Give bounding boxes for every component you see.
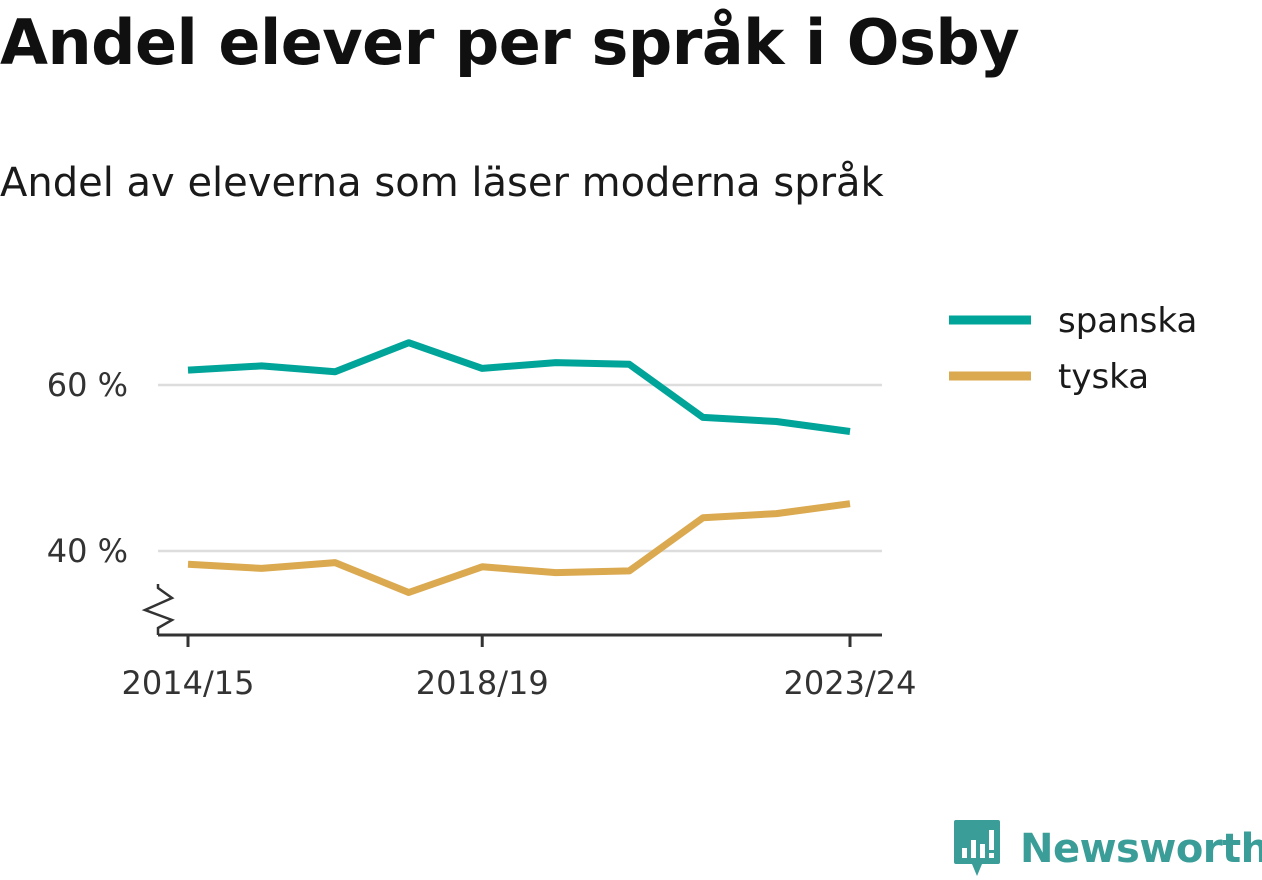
y-tick-label: 60 % xyxy=(47,366,128,404)
series-lines xyxy=(187,339,851,596)
legend: spanska tyska xyxy=(949,301,1197,397)
chart-title: Andel elever per språk i Osby xyxy=(0,6,1020,79)
x-tick-label: 2023/24 xyxy=(784,664,917,702)
x-axis-labels: 2014/15 2018/19 2023/24 xyxy=(122,635,917,702)
x-tick-label: 2014/15 xyxy=(122,664,255,702)
newsworthy-logo-icon xyxy=(954,820,1000,876)
y-axis-labels: 40 % 60 % xyxy=(47,366,128,570)
series-line-spanska xyxy=(187,339,851,435)
series-line-tyska xyxy=(187,500,851,596)
y-tick-label: 40 % xyxy=(47,532,128,570)
legend-label: spanska xyxy=(1058,301,1197,341)
legend-label: tyska xyxy=(1058,357,1149,397)
newsworthy-brand: Newsworthy xyxy=(952,818,1262,880)
x-axis xyxy=(141,584,882,637)
chart-subtitle: Andel av eleverna som läser moderna språ… xyxy=(0,160,884,206)
axis-break-marker xyxy=(141,584,175,635)
x-tick-label: 2018/19 xyxy=(416,664,549,702)
brand-name: Newsworthy xyxy=(1020,826,1262,872)
gridlines xyxy=(158,383,882,553)
